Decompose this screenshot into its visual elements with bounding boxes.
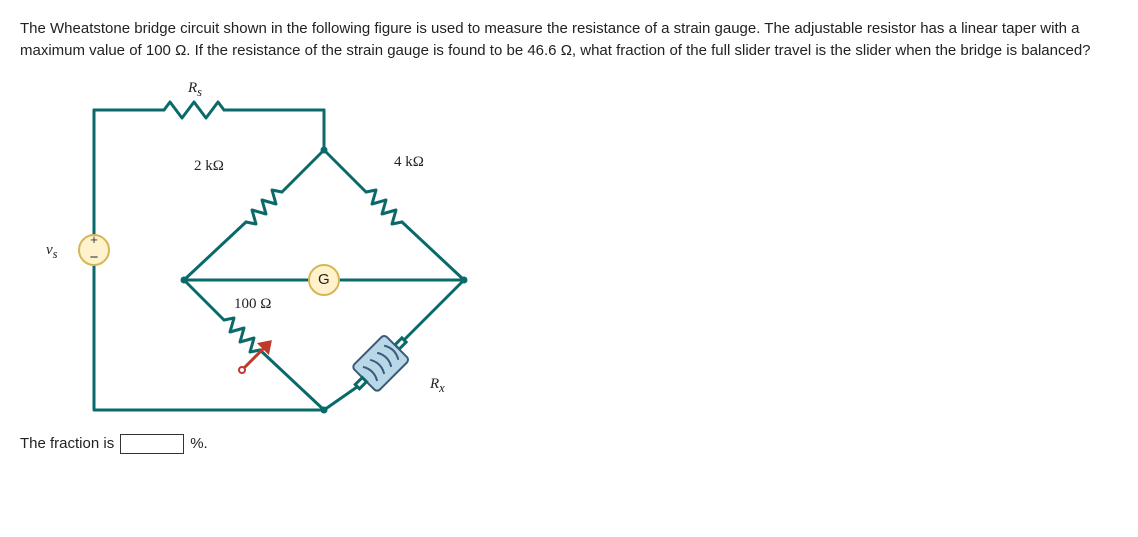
label-4k: 4 kΩ bbox=[394, 154, 424, 171]
svg-text:+: + bbox=[90, 232, 98, 247]
circuit-diagram: + − Rs 2 kΩ 4 kΩ 100 Ω G vs Rx bbox=[24, 80, 484, 420]
svg-text:−: − bbox=[90, 249, 99, 266]
fraction-input[interactable] bbox=[120, 434, 184, 454]
label-g: G bbox=[318, 271, 330, 288]
answer-label-before: The fraction is bbox=[20, 435, 114, 452]
label-rx: Rx bbox=[430, 376, 445, 396]
answer-label-after: %. bbox=[190, 435, 208, 452]
circuit-svg: + − bbox=[24, 80, 484, 420]
label-100: 100 Ω bbox=[234, 296, 271, 313]
label-rs: Rs bbox=[188, 80, 202, 100]
answer-row: The fraction is %. bbox=[20, 434, 1118, 454]
label-2k: 2 kΩ bbox=[194, 158, 224, 175]
problem-statement: The Wheatstone bridge circuit shown in t… bbox=[20, 18, 1118, 62]
label-vs: vs bbox=[46, 242, 58, 262]
